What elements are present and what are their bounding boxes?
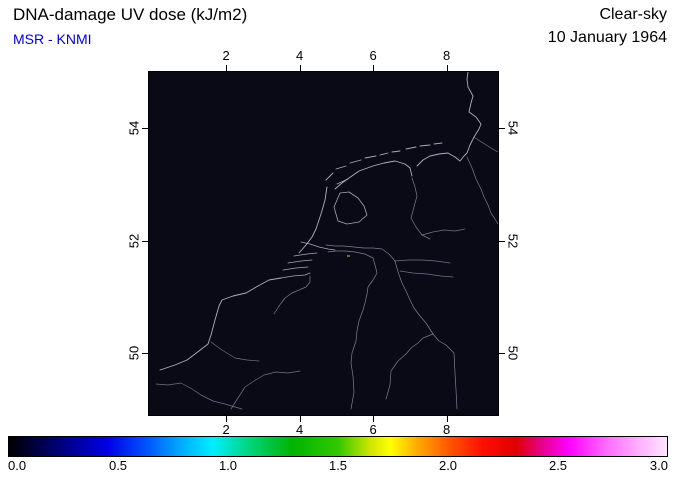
river-moselle xyxy=(385,333,434,400)
x-tick-label: 4 xyxy=(295,48,304,63)
x-tick-mark xyxy=(373,416,375,422)
river-rhine xyxy=(325,244,458,410)
coastline-holland xyxy=(298,186,328,254)
sky-condition-label: Clear-sky xyxy=(599,6,667,23)
x-tick-mark xyxy=(299,416,301,422)
colorbar-tick-label: 0.0 xyxy=(8,458,27,473)
x-tick-mark xyxy=(446,65,448,71)
x-tick-label: 6 xyxy=(369,48,377,63)
zeeland-delta xyxy=(280,241,336,279)
river-ems xyxy=(410,177,431,240)
river-meuse xyxy=(327,250,378,410)
x-tick-mark xyxy=(373,65,375,71)
colorbar-tick-label: 0.5 xyxy=(108,458,128,473)
y-tick-label: 50 xyxy=(505,345,521,361)
x-tick-mark xyxy=(446,416,448,422)
river-ruhr xyxy=(399,270,454,278)
colorbar-tick-label: 2.0 xyxy=(438,458,458,473)
colorbar-tick-label: 1.0 xyxy=(218,458,238,473)
x-tick-label: 2 xyxy=(222,48,230,63)
data-source-label: MSR - KNMI xyxy=(13,31,92,47)
colorbar xyxy=(8,436,668,457)
river-somme xyxy=(210,341,260,362)
river-oise xyxy=(230,370,301,410)
coastline-channel xyxy=(159,277,282,371)
colorbar-tick-label: 1.5 xyxy=(328,458,348,473)
y-tick-label: 52 xyxy=(505,233,521,248)
x-tick-label: 2 xyxy=(222,422,230,437)
hotspot-pixel xyxy=(347,255,350,257)
header-left: DNA-damage UV dose (kJ/m2) MSR - KNMI xyxy=(13,5,247,47)
chart-title: DNA-damage UV dose (kJ/m2) xyxy=(13,5,248,24)
y-tick-label: 54 xyxy=(126,120,142,136)
x-tick-label: 8 xyxy=(442,422,451,437)
x-tick-mark xyxy=(226,416,228,422)
map-frame: 2 2 4 4 6 6 8 8 50 50 52 52 54 54 xyxy=(127,49,521,436)
x-tick-mark xyxy=(299,65,301,71)
y-tick-mark xyxy=(499,353,505,355)
coastline-map xyxy=(155,72,498,410)
y-tick-mark xyxy=(142,240,148,242)
y-tick-mark xyxy=(499,128,505,130)
river-lippe xyxy=(394,259,451,264)
colorbar-tick-label: 2.5 xyxy=(548,458,568,473)
y-tick-mark xyxy=(142,128,148,130)
river-hase xyxy=(421,228,466,236)
river-seine xyxy=(155,382,243,410)
wadden-islands xyxy=(325,142,443,181)
x-tick-mark xyxy=(226,65,228,71)
y-tick-mark xyxy=(142,353,148,355)
river-elbe xyxy=(473,136,498,153)
y-tick-label: 50 xyxy=(126,345,142,361)
colorbar-tick-label: 3.0 xyxy=(649,458,668,473)
coastline-frisian-german-danish xyxy=(334,72,482,190)
ijsselmeer-outline xyxy=(333,191,368,225)
colorbar-labels: 0.0 0.5 1.0 1.5 2.0 2.5 3.0 xyxy=(8,459,668,475)
y-tick-mark xyxy=(499,240,505,242)
river-weser xyxy=(466,156,498,225)
afsluitdijk-line xyxy=(336,178,349,185)
date-label: 10 January 1964 xyxy=(547,29,667,46)
y-tick-label: 54 xyxy=(505,120,521,136)
y-tick-label: 52 xyxy=(126,233,142,248)
x-tick-label: 4 xyxy=(295,422,304,437)
x-tick-label: 6 xyxy=(369,422,377,437)
x-tick-label: 8 xyxy=(442,48,451,63)
header-right: Clear-sky 10 January 1964 xyxy=(548,5,667,48)
river-scheldt xyxy=(273,275,311,315)
